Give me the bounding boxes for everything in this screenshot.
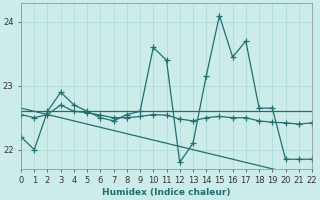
X-axis label: Humidex (Indice chaleur): Humidex (Indice chaleur) bbox=[102, 188, 231, 197]
